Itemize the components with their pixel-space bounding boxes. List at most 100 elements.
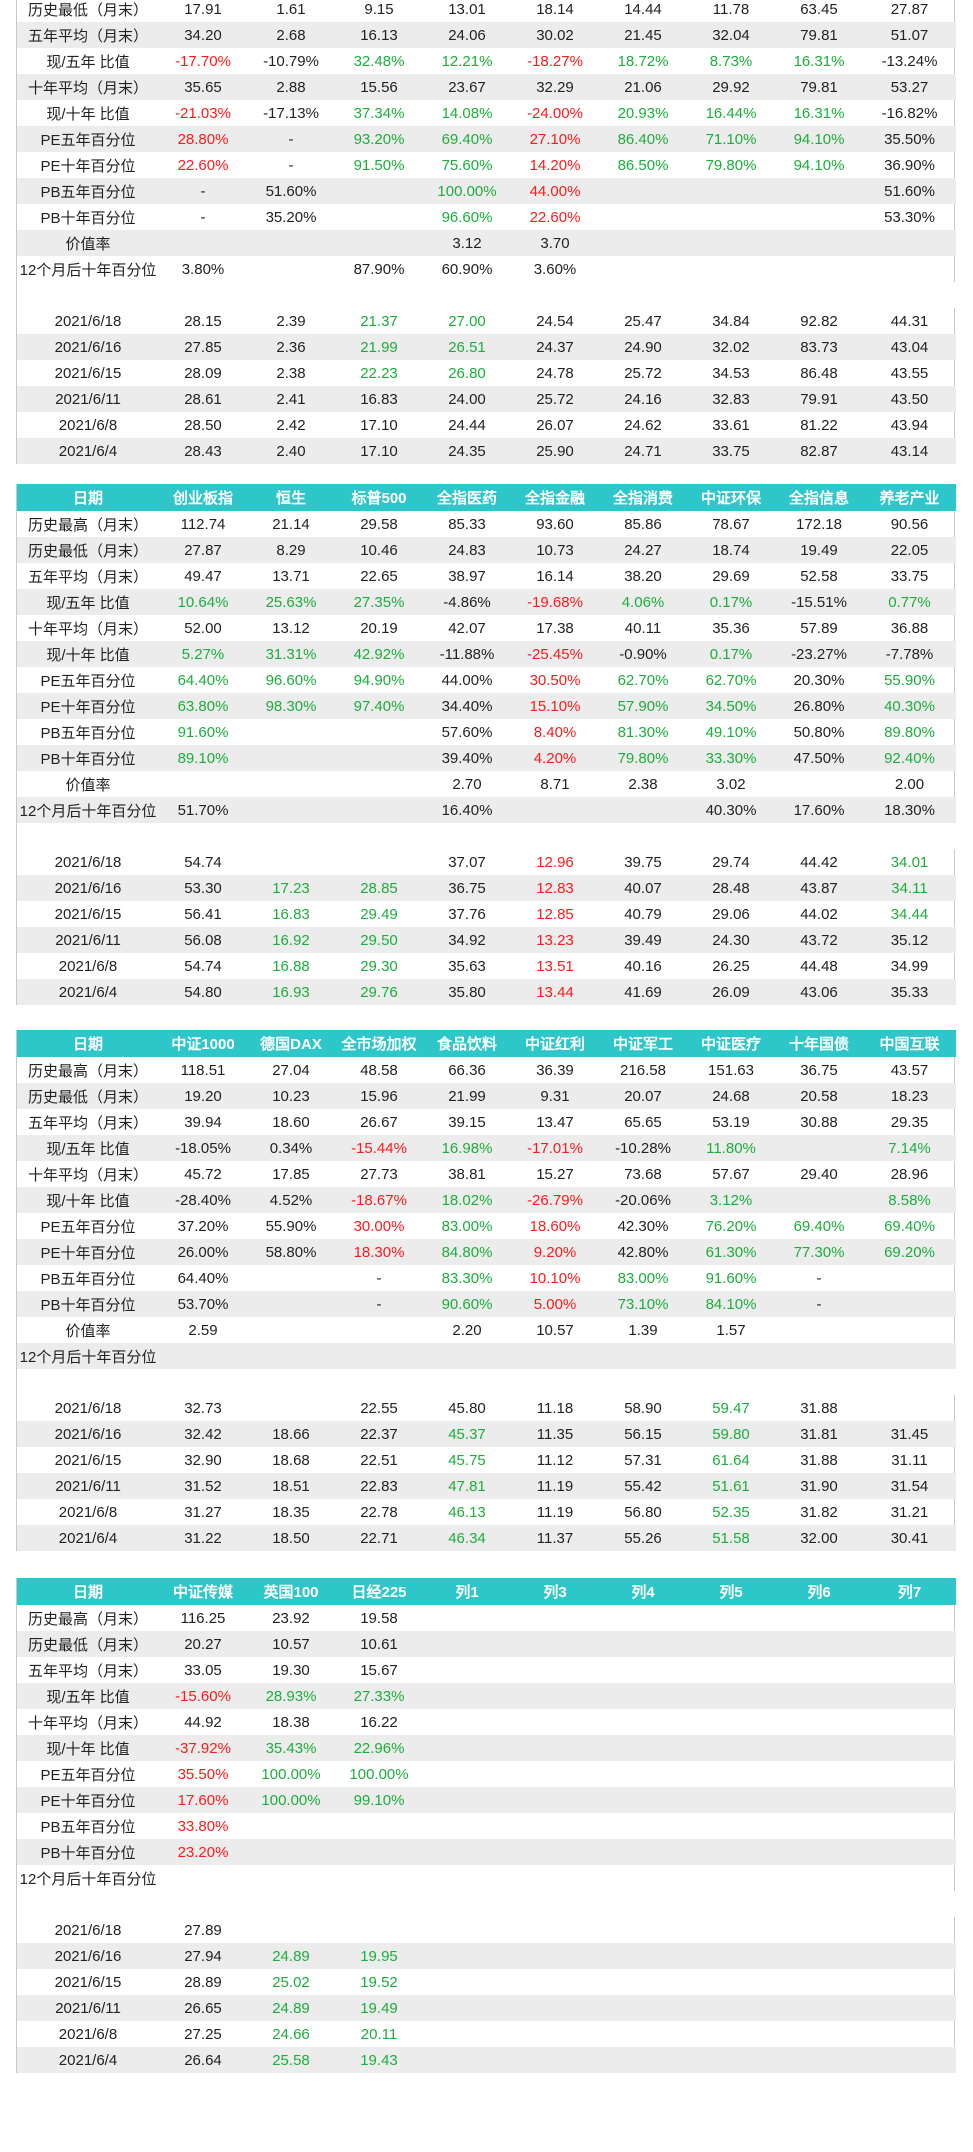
table-cell: 28.50	[184, 416, 222, 434]
table-row: 五年平均（月末） 39.94 18.60 26.67 39.15 13.47 65.65 53…	[17, 1109, 956, 1135]
table-cell: 24.16	[599, 386, 687, 412]
row-label: PE五年百分位	[40, 672, 136, 690]
table-cell: 29.69	[712, 567, 750, 585]
table-cell: 34.01	[890, 853, 929, 871]
table-cell: 24.90	[599, 334, 687, 360]
table-cell: 34.44	[890, 905, 929, 923]
table-cell: -18.67%	[335, 1187, 423, 1213]
table-cell: 69.40%	[884, 1217, 935, 1235]
table-cell: 31.54	[863, 1473, 956, 1499]
table-cell	[511, 1761, 599, 1787]
table-cell: -	[288, 156, 294, 174]
table-cell: 22.05	[863, 537, 956, 563]
row-label: 历史最低（月末）	[27, 1, 148, 19]
table-cell: 15.10%	[511, 693, 599, 719]
table-cell: -	[335, 1291, 423, 1317]
table-cell: 79.80%	[705, 156, 757, 174]
table-cell: 28.15	[184, 312, 222, 330]
table-cell: 2.39	[276, 312, 306, 330]
table-cell	[687, 1631, 775, 1657]
table-cell	[687, 230, 775, 256]
table-cell: 5.00%	[511, 1291, 599, 1317]
table-cell: 16.22	[360, 1713, 398, 1731]
table-cell: 49.10%	[705, 723, 757, 741]
table-cell: 216.58	[620, 1061, 666, 1079]
table-cell: 31.11	[891, 1451, 928, 1469]
table-cell: 37.20%	[177, 1217, 229, 1235]
table-cell	[863, 2047, 956, 2073]
table-cell: 17.60%	[775, 797, 863, 823]
table-row: 历史最低（月末） 17.91 1.61 9.15 13.01 18.14 14.44 11.7…	[17, 0, 956, 22]
table-cell: 7.14%	[863, 1135, 956, 1161]
table-cell: 19.52	[360, 1973, 398, 1991]
table-row: 2021/6/15 28.89 25.02 19.52	[17, 1969, 956, 1995]
table-cell: 42.07	[448, 619, 486, 637]
table-cell: 53.19	[712, 1113, 750, 1131]
table-cell	[159, 771, 247, 797]
table-cell: 56.41	[184, 905, 222, 923]
table-cell: 2.41	[247, 386, 335, 412]
table-cell	[511, 1787, 599, 1813]
table-cell: 28.80%	[159, 126, 247, 152]
table-cell	[511, 1813, 599, 1839]
table-cell: 92.82	[800, 312, 838, 330]
table-cell	[599, 1683, 687, 1709]
table-cell: 27.73	[360, 1165, 398, 1183]
table-cell: 31.81	[775, 1421, 863, 1447]
table-row: 2021/6/4 26.64 25.58 19.43	[17, 2047, 956, 2073]
table-cell: 35.20%	[265, 208, 317, 226]
table-cell: 42.30%	[617, 1217, 669, 1235]
table-row: 2021/6/18 54.74 37.07 12.96 39.75 29.74 44.42 3…	[17, 849, 956, 875]
table-cell: 18.14	[536, 0, 574, 18]
table-cell: 79.81	[775, 22, 863, 48]
table-cell	[687, 1813, 775, 1839]
table-cell: 62.70%	[617, 671, 669, 689]
table-cell: -17.01%	[511, 1135, 599, 1161]
table-cell: 96.60%	[265, 671, 317, 689]
table-cell: 22.60%	[529, 208, 581, 226]
table-cell: 16.98%	[423, 1135, 511, 1161]
header-row: 日期 中证传媒 英国100 日经225 列1 列3 列4 列5 列6 列7	[17, 1578, 956, 1605]
table-cell: 40.79	[624, 905, 662, 923]
table-cell	[863, 1265, 956, 1291]
table-cell: 29.30	[360, 957, 398, 975]
table-cell: 18.51	[247, 1473, 335, 1499]
valuation-table-4: 日期 中证传媒 英国100 日经225 列1 列3 列4 列5 列6 列7 历史最高（月末） 116.…	[17, 1578, 956, 2073]
row-label: 价值率	[65, 776, 111, 794]
table-cell	[775, 1761, 863, 1787]
table-cell: 29.49	[360, 905, 398, 923]
table-cell: 51.61	[687, 1473, 775, 1499]
table-cell: -23.27%	[775, 641, 863, 667]
table-cell	[247, 797, 335, 823]
table-cell: 16.31%	[793, 52, 845, 70]
table-cell: 23.67	[423, 74, 511, 100]
table-cell: 24.78	[536, 364, 574, 382]
table-cell: 64.40%	[177, 671, 229, 689]
table-cell: 1.57	[716, 1321, 746, 1339]
row-label: 2021/6/15	[54, 1973, 122, 1991]
table-cell: 26.51	[423, 334, 511, 360]
table-cell: 3.70	[511, 230, 599, 256]
table-cell	[247, 1317, 335, 1343]
table-cell: -7.78%	[863, 641, 956, 667]
table-cell	[775, 1631, 863, 1657]
table-cell: 26.80	[448, 364, 486, 382]
table-cell: 32.83	[687, 386, 775, 412]
table-cell: 18.60	[272, 1113, 310, 1131]
table-cell: 43.57	[890, 1061, 929, 1079]
table-cell: 99.10%	[335, 1787, 423, 1813]
table-cell: 54.74	[184, 957, 222, 975]
table-cell	[599, 230, 687, 256]
table-cell: 10.10%	[529, 1269, 581, 1287]
table-cell: 20.93%	[617, 104, 669, 122]
table-row: 历史最低（月末） 27.87 8.29 10.46 24.83 10.73 24.27 18.…	[17, 537, 956, 563]
row-label: PE十年百分位	[17, 693, 159, 719]
row-label: PE十年百分位	[17, 1787, 159, 1813]
table-cell: 3.80%	[181, 260, 225, 278]
row-label: PB五年百分位	[40, 1270, 136, 1288]
spacer-row	[17, 823, 956, 849]
table-cell: 38.81	[448, 1165, 486, 1183]
table-cell: 31.27	[184, 1503, 222, 1521]
row-label: 十年平均（月末）	[17, 74, 159, 100]
row-label: PB十年百分位	[17, 745, 159, 771]
